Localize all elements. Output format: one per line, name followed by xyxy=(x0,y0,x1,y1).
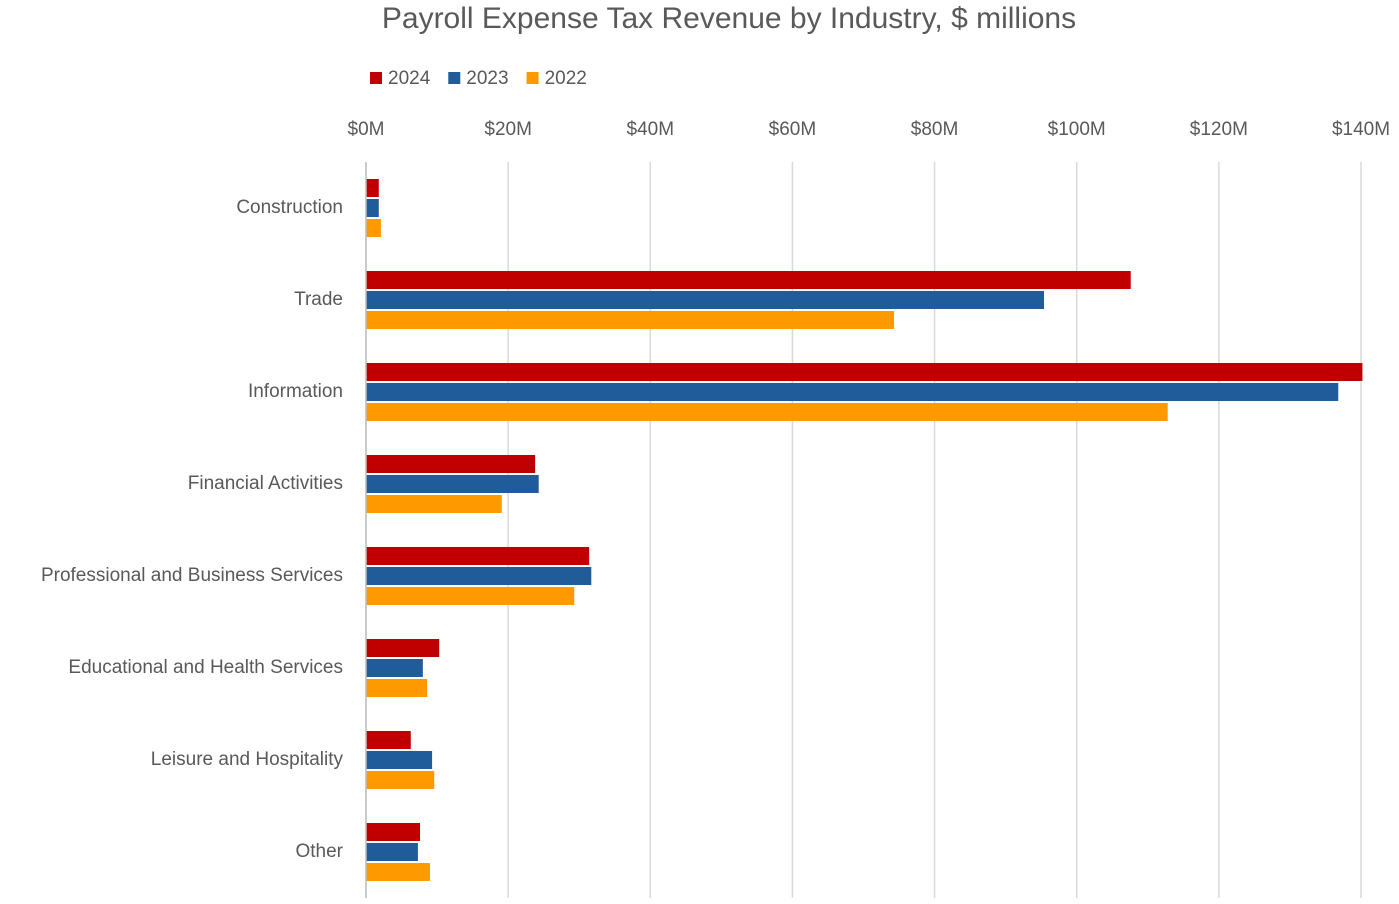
bar xyxy=(366,659,423,677)
x-tick-label: $40M xyxy=(627,119,675,140)
bar xyxy=(366,751,433,769)
y-tick-label: Other xyxy=(295,841,343,862)
bar xyxy=(366,383,1339,401)
bar xyxy=(366,403,1168,421)
bar xyxy=(366,731,411,749)
y-tick-label: Trade xyxy=(294,289,343,310)
bar xyxy=(366,271,1131,289)
bar xyxy=(366,363,1363,381)
bar xyxy=(366,567,592,585)
x-tick-label: $100M xyxy=(1048,119,1106,140)
bar xyxy=(366,311,895,329)
legend-swatch xyxy=(370,72,382,84)
y-tick-label: Educational and Health Services xyxy=(68,657,343,678)
bar xyxy=(366,639,440,657)
x-tick-label: $80M xyxy=(911,119,959,140)
legend-label: 2022 xyxy=(545,68,587,89)
chart-title: Payroll Expense Tax Revenue by Industry,… xyxy=(382,2,1076,35)
legend-label: 2023 xyxy=(466,68,508,89)
legend-label: 2024 xyxy=(388,68,431,89)
x-tick-label: $0M xyxy=(348,119,385,140)
bar xyxy=(366,455,536,473)
y-tick-label: Professional and Business Services xyxy=(41,565,343,586)
y-tick-label: Financial Activities xyxy=(188,473,343,494)
bar xyxy=(366,863,430,881)
y-tick-label: Information xyxy=(248,381,343,402)
bar xyxy=(366,495,502,513)
legend-swatch xyxy=(526,72,539,84)
x-tick-label: $140M xyxy=(1332,119,1390,140)
y-tick-label: Construction xyxy=(236,197,343,218)
x-tick-label: $120M xyxy=(1190,119,1248,140)
x-tick-label: $20M xyxy=(484,119,532,140)
bar xyxy=(366,475,539,493)
y-tick-label: Leisure and Hospitality xyxy=(151,749,344,770)
bar xyxy=(366,179,379,197)
bar xyxy=(366,679,428,697)
bar xyxy=(366,771,435,789)
bar xyxy=(366,823,421,841)
bar xyxy=(366,587,575,605)
bar xyxy=(366,199,379,217)
x-tick-label: $60M xyxy=(769,119,817,140)
bar xyxy=(366,219,381,237)
bar xyxy=(366,843,418,861)
legend-swatch xyxy=(448,72,461,84)
bar xyxy=(366,291,1045,309)
bar xyxy=(366,547,590,565)
